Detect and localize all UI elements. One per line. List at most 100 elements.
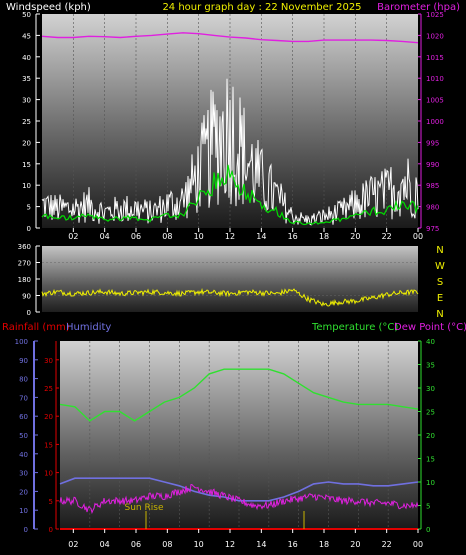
- wind-y-tick-label: 50: [22, 11, 31, 19]
- direction-y-tick-label: 270: [18, 260, 31, 268]
- sunrise-label: Sun Rise: [125, 503, 164, 513]
- direction-y-tick-label: 180: [18, 276, 31, 284]
- temperature-y-tick-label: 35: [426, 362, 435, 370]
- dewpoint-series-line: [59, 483, 419, 515]
- rainfall-y-tick-label: 0: [49, 526, 53, 534]
- x-tick-label: 08: [162, 232, 172, 241]
- x-tick-label: 04: [100, 540, 110, 549]
- barometer-y-tick-label: 980: [426, 204, 439, 212]
- chart-title: 24 hour graph day : 22 November 2025: [162, 2, 361, 13]
- rainfall-y-tick-label: 5: [49, 498, 53, 506]
- x-tick-label: 14: [256, 232, 266, 241]
- humidity-axis-label: Humidity: [66, 322, 111, 333]
- temperature-panel: 0 10 20 30 40 50 60 70 80 90 100 0 5 10 15 20 25 30 0 5 10…: [15, 338, 435, 534]
- barometer-axis-label: Barometer (hpa): [377, 2, 460, 13]
- humidity-y-tick-label: 90: [19, 357, 28, 365]
- wind-y-tick-label: 20: [22, 139, 31, 147]
- temperature-series-line: [59, 368, 419, 422]
- x-tick-label: 08: [162, 540, 172, 549]
- x-tick-label: 02: [68, 540, 78, 549]
- wind-y-tick-label: 10: [22, 182, 31, 190]
- x-tick-label: 18: [319, 540, 329, 549]
- x-tick-label: 20: [350, 540, 360, 549]
- x-tick-label: 12: [225, 232, 235, 241]
- rainfall-axis-label: Rainfall (mm): [2, 322, 70, 333]
- windspeed-axis-label: Windspeed (kph): [6, 2, 91, 13]
- x-tick-label: 10: [194, 232, 204, 241]
- humidity-y-tick-label: 30: [19, 470, 28, 478]
- wind-direction-series-line: [41, 287, 419, 307]
- temperature-y-tick-label: 15: [426, 456, 435, 464]
- x-tick-label: 02: [68, 232, 78, 241]
- direction-y-tick-label: 0: [27, 309, 31, 317]
- x-tick-label: 04: [100, 232, 110, 241]
- x-tick-label: 16: [288, 232, 298, 241]
- rainfall-y-tick-label: 10: [44, 470, 53, 478]
- x-tick-label: 10: [194, 540, 204, 549]
- x-tick-label: 00: [413, 232, 423, 241]
- humidity-y-tick-label: 0: [24, 526, 28, 534]
- temperature-y-tick-label: 40: [426, 338, 435, 346]
- wind-y-tick-label: 45: [22, 32, 31, 40]
- barometer-y-tick-label: 1015: [426, 54, 444, 62]
- temperature-y-tick-label: 30: [426, 385, 435, 393]
- rainfall-y-tick-label: 25: [44, 385, 53, 393]
- wind-y-tick-label: 0: [27, 225, 31, 233]
- wind-y-tick-label: 5: [27, 204, 31, 212]
- barometer-y-tick-label: 1025: [426, 11, 444, 19]
- direction-y-tick-label: 360: [18, 243, 31, 251]
- barometer-y-tick-label: 1010: [426, 75, 444, 83]
- humidity-y-tick-label: 60: [19, 413, 28, 421]
- humidity-y-tick-label: 70: [19, 394, 28, 402]
- temperature-y-tick-label: 10: [426, 479, 435, 487]
- compass-letter: E: [437, 293, 443, 304]
- x-tick-label: 12: [225, 540, 235, 549]
- barometer-y-tick-label: 995: [426, 139, 439, 147]
- temperature-axis-label: Temperature (°C): [311, 322, 398, 333]
- direction-y-tick-label: 90: [22, 293, 31, 301]
- barometer-y-tick-label: 985: [426, 182, 439, 190]
- humidity-y-tick-label: 100: [15, 338, 28, 346]
- dewpoint-axis-label: Dew Point (°C): [394, 322, 466, 333]
- x-tick-label: 22: [382, 232, 392, 241]
- x-tick-label: 20: [350, 232, 360, 241]
- wind-y-tick-label: 15: [22, 161, 31, 169]
- barometer-y-tick-label: 1000: [426, 118, 444, 126]
- wind-y-tick-label: 40: [22, 54, 31, 62]
- barometer-y-tick-label: 1005: [426, 97, 444, 105]
- wind-y-tick-label: 30: [22, 97, 31, 105]
- humidity-y-tick-label: 10: [19, 507, 28, 515]
- wind-y-tick-label: 25: [22, 118, 31, 126]
- x-tick-label: 18: [319, 232, 329, 241]
- rainfall-y-tick-label: 20: [44, 413, 53, 421]
- humidity-y-tick-label: 80: [19, 376, 28, 384]
- humidity-series-line: [59, 477, 419, 502]
- x-tick-label: 06: [131, 232, 141, 241]
- temperature-y-tick-label: 0: [426, 526, 430, 534]
- barometer-y-tick-label: 990: [426, 161, 439, 169]
- x-tick-label: 00: [413, 540, 423, 549]
- humidity-y-tick-label: 40: [19, 451, 28, 459]
- humidity-y-tick-label: 20: [19, 488, 28, 496]
- rainfall-y-tick-label: 15: [44, 441, 53, 449]
- x-tick-label: 22: [382, 540, 392, 549]
- x-tick-label: 16: [288, 540, 298, 549]
- wind-y-tick-label: 35: [22, 75, 31, 83]
- rainfall-y-tick-label: 30: [44, 357, 53, 365]
- temperature-y-tick-label: 5: [426, 503, 430, 511]
- humidity-y-tick-label: 50: [19, 432, 28, 440]
- temperature-y-tick-label: 20: [426, 432, 435, 440]
- compass-letter: S: [437, 277, 443, 288]
- x-tick-label: 06: [131, 540, 141, 549]
- compass-letter: N: [436, 309, 443, 320]
- wind-average-series-line: [41, 164, 419, 226]
- x-tick-label: 14: [256, 540, 266, 549]
- compass-letter: N: [436, 245, 443, 256]
- windspeed-series-line: [41, 78, 419, 226]
- temperature-y-tick-label: 25: [426, 409, 435, 417]
- barometer-series-line: [41, 32, 419, 44]
- compass-letter: W: [435, 261, 445, 272]
- barometer-y-tick-label: 1020: [426, 32, 444, 40]
